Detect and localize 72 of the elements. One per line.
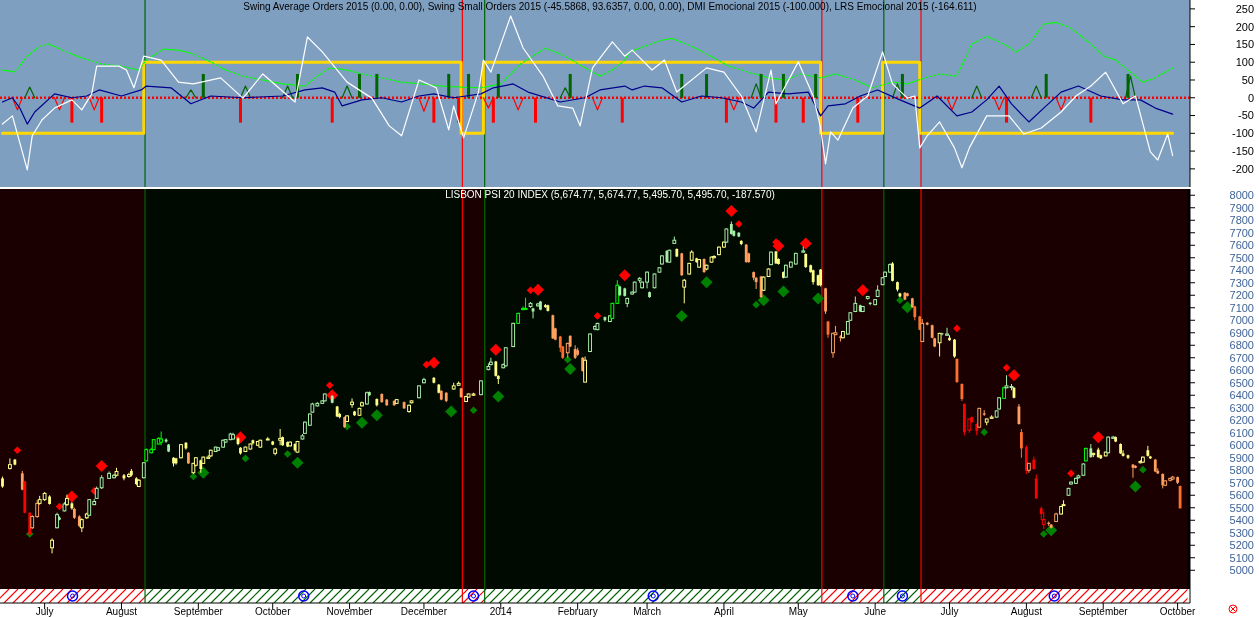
y-tick-label: 6700 [1229, 351, 1254, 364]
x-tick-label: 2014 [489, 606, 513, 617]
x-tick-label: May [788, 606, 808, 617]
x-tick-label: October [254, 606, 292, 617]
y-tick-label: 5100 [1229, 551, 1254, 564]
x-tick-label: August [1010, 606, 1043, 617]
y-tick-label: -100 [1231, 127, 1254, 140]
candlestick [824, 287, 827, 315]
y-tick-label: 5300 [1229, 526, 1254, 539]
y-tick-label: -50 [1238, 109, 1254, 122]
y-tick-label: 100 [1235, 56, 1254, 69]
x-tick-label: December [400, 606, 448, 617]
candlestick [945, 327, 949, 337]
y-tick-label: 5700 [1229, 476, 1254, 489]
x-tick-label: September [173, 606, 224, 617]
y-tick-label: 7700 [1229, 226, 1254, 239]
candlestick [754, 276, 758, 290]
x-tick-label: July [940, 606, 959, 617]
candlestick [682, 278, 687, 304]
y-tick-label: 7600 [1229, 239, 1254, 252]
candlestick [164, 437, 168, 444]
line-series [1, 21, 1174, 89]
x-tick-label: February [557, 606, 598, 617]
x-tick-label: November [326, 606, 374, 617]
x-tick-label: June [864, 606, 887, 617]
y-tick-label: 7000 [1229, 314, 1254, 327]
y-tick-label: 7900 [1229, 201, 1254, 214]
y-tick-label: 5800 [1229, 464, 1254, 477]
y-tick-label: 5900 [1229, 451, 1254, 464]
y-tick-label: 5000 [1229, 564, 1254, 577]
x-tick-label: March [633, 606, 661, 617]
candlestick [831, 332, 835, 359]
candlestick [50, 537, 54, 554]
y-tick-label: 7100 [1229, 301, 1254, 314]
y-tick-label: 6600 [1229, 364, 1254, 377]
y-tick-label: 5400 [1229, 514, 1254, 527]
y-tick-label: 250 [1235, 2, 1254, 15]
y-tick-label: 6300 [1229, 401, 1254, 414]
y-tick-label: 5600 [1229, 489, 1254, 502]
candlestick [1020, 428, 1023, 459]
x-tick-label: October [1159, 606, 1197, 617]
line-series [1, 83, 1174, 125]
candlestick [1034, 474, 1038, 500]
y-tick-label: 200 [1235, 20, 1254, 33]
y-tick-label: 6200 [1229, 414, 1254, 427]
y-tick-label: 6100 [1229, 426, 1254, 439]
y-tick-label: -200 [1231, 162, 1254, 175]
y-tick-label: 8000 [1229, 189, 1254, 202]
y-tick-label: 6500 [1229, 376, 1254, 389]
x-tick-label: August [105, 606, 138, 617]
y-tick-label: -150 [1231, 144, 1254, 157]
y-tick-label: 5500 [1229, 501, 1254, 514]
line-series [1, 15, 1174, 171]
y-tick-label: 7200 [1229, 289, 1254, 302]
y-tick-label: 50 [1241, 73, 1254, 86]
y-tick-label: 6800 [1229, 339, 1254, 352]
y-tick-label: 5200 [1229, 539, 1254, 552]
y-tick-label: 7500 [1229, 251, 1254, 264]
candlestick [350, 397, 354, 409]
x-tick-label: April [713, 606, 734, 617]
y-tick-label: 0 [1247, 91, 1254, 104]
y-tick-label: 6400 [1229, 389, 1254, 402]
x-tick-label: July [35, 606, 54, 617]
y-tick-label: 7800 [1229, 214, 1254, 227]
x-tick-label: September [1078, 606, 1129, 617]
y-tick-label: 150 [1235, 38, 1254, 51]
y-tick-label: 6900 [1229, 326, 1254, 339]
y-tick-label: 6000 [1229, 439, 1254, 452]
candlestick [8, 457, 12, 471]
y-tick-label: 7300 [1229, 276, 1254, 289]
y-tick-label: 7400 [1229, 264, 1254, 277]
candlestick [953, 338, 956, 359]
